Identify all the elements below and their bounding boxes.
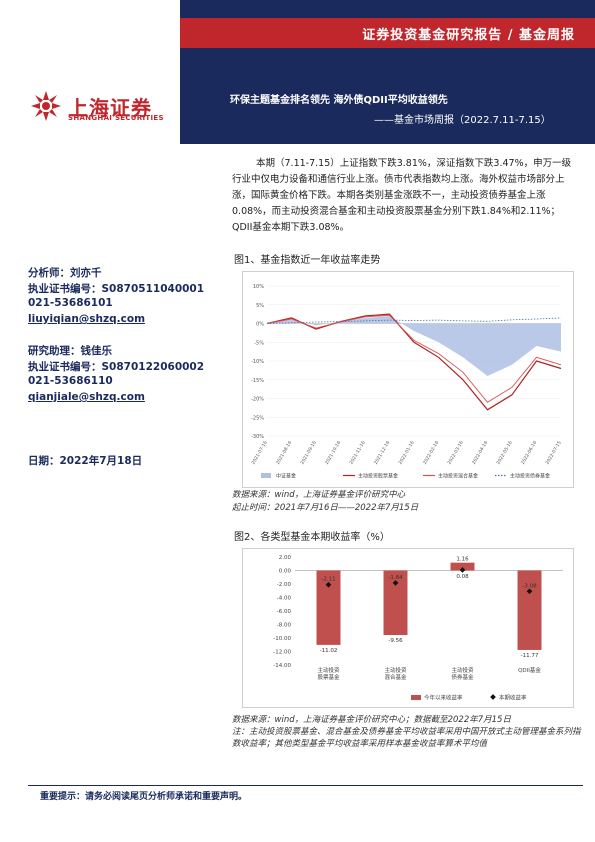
analyst-cert: 执业证书编号：S0870511040001 (28, 283, 205, 295)
legend-label: 主动投资混合基金 (438, 473, 478, 480)
footer-disclaimer: 重要提示：请务必阅读尾页分析师承诺和重要声明。 (40, 792, 248, 802)
y-tick-label: -15% (251, 378, 264, 384)
legend-swatch (261, 473, 271, 478)
marker-value-label: -2.11 (321, 577, 335, 583)
category-label: 股票基金 (317, 673, 340, 681)
assistant-phone: 021-53686110 (28, 375, 113, 387)
x-tick-label: 2021-10-16 (324, 440, 342, 466)
bar-value-label: -9.56 (388, 638, 403, 644)
x-tick-label: 2021-12-16 (373, 440, 391, 466)
report-title: 环保主题基金排名领先 海外债QDII平均收益领先 (230, 95, 448, 106)
header-title-band (180, 48, 595, 144)
y-tick-label: -4.00 (277, 596, 292, 602)
header-category-bar: 证券投资基金研究报告 / 基金周报 (180, 18, 595, 48)
x-tick-label: 2021-09-16 (299, 440, 317, 466)
y-tick-label: -6.00 (277, 609, 292, 615)
footer-divider (28, 785, 583, 786)
legend-label: 中证基金 (276, 473, 296, 480)
bar-value-label: 1.16 (456, 557, 469, 563)
bar-value-label: -11.02 (320, 648, 338, 654)
x-tick-label: 2022-04-16 (471, 440, 489, 466)
marker-week (526, 588, 533, 595)
bar-ytd (517, 570, 542, 650)
x-tick-label: 2022-02-16 (422, 440, 440, 466)
company-logo-name: 上海证券 (68, 96, 152, 120)
fund-index-line-chart: 10% 5% 0% -5% -10% -15% -20% -25% -30% 2021-07-1… (242, 271, 574, 488)
category-label: 主动投资 (384, 666, 407, 674)
legend-label: 主动投资债券基金 (510, 473, 550, 480)
series-line-2 (266, 314, 562, 403)
assistant-cert: 执业证书编号：S0870122060002 (28, 361, 205, 373)
y-tick-label: -10% (251, 359, 264, 365)
y-tick-label: 5% (256, 303, 264, 309)
bar-ytd (450, 562, 475, 571)
analyst-name: 分析师：刘亦千 (28, 267, 102, 279)
y-tick-label: 10% (253, 284, 264, 290)
category-label: 债券基金 (451, 673, 474, 681)
legend-label: 本期收益率 (499, 694, 527, 702)
y-tick-label: -14.00 (273, 663, 291, 669)
figure1-source: 数据来源：wind，上海证券基金评价研究中心 (232, 490, 406, 500)
category-label: 混合基金 (384, 673, 407, 681)
header-top-bar (180, 0, 595, 18)
figure2-title: 图2、各类型基金本期收益率（%） (234, 532, 390, 543)
fund-return-bar-chart: 2.00 0.00 -2.00 -4.00 -6.00 -8.00 -10.00 -12.00… (242, 548, 574, 708)
x-tick-label: 2022-06-16 (520, 440, 538, 466)
y-tick-label: 0.00 (279, 569, 292, 575)
company-logo-icon (31, 91, 61, 121)
x-tick-label: 2021-08-16 (275, 440, 293, 466)
figure1-title: 图1、基金指数近一年收益率走势 (234, 255, 381, 266)
report-category: 证券投资基金研究报告 / 基金周报 (362, 28, 575, 43)
header-logo-band (0, 48, 180, 144)
figure2-source: 数据来源：wind，上海证券基金评价研究中心；数据截至2022年7月15日 (232, 715, 511, 725)
bar-value-label: -11.77 (521, 653, 539, 659)
x-tick-label: 2022-01-16 (397, 440, 415, 466)
series-line-3 (266, 317, 562, 324)
company-logo-english: SHANGHAI SECURITIES (68, 114, 164, 122)
y-tick-label: 0% (256, 322, 264, 328)
series-area-0 (267, 316, 561, 376)
summary-paragraph: 本期（7.11-7.15）上证指数下跌3.81%，深证指数下跌3.47%，申万一… (232, 158, 572, 233)
y-tick-label: -12.00 (273, 650, 291, 656)
x-tick-label: 2021-11-16 (348, 440, 366, 466)
analyst-email-link[interactable]: liuyiqian@shzq.com (28, 313, 146, 325)
legend-swatch-week (490, 694, 496, 700)
marker-value-label: -1.84 (388, 575, 403, 581)
category-label: QDII基金 (518, 666, 541, 674)
x-tick-label: 2022-03-16 (446, 440, 464, 466)
y-tick-label: -10.00 (273, 636, 291, 642)
y-tick-label: -2.00 (277, 582, 292, 588)
assistant-name: 研究助理：钱佳乐 (28, 345, 112, 357)
y-tick-label: -8.00 (277, 623, 292, 629)
x-tick-label: 2021-07-16 (250, 440, 268, 466)
y-tick-label: -20% (251, 397, 264, 403)
marker-value-label: 0.08 (456, 574, 469, 580)
legend-label: 主动投资股票基金 (358, 473, 398, 480)
y-tick-label: 2.00 (279, 555, 292, 561)
legend-label: 今年以来收益率 (424, 694, 463, 702)
figure1-period: 起止时间：2021年7月16日——2022年7月15日 (232, 503, 419, 513)
y-tick-label: -25% (251, 415, 264, 421)
analyst-phone: 021-53686101 (28, 297, 113, 309)
category-label: 主动投资 (451, 666, 474, 674)
marker-value-label: -3.08 (522, 583, 537, 589)
series-line-1 (266, 313, 562, 411)
x-tick-label: 2022-05-16 (495, 440, 513, 466)
assistant-email-link[interactable]: qianjiale@shzq.com (28, 391, 145, 403)
y-tick-label: -5% (254, 340, 264, 346)
legend-swatch-ytd (411, 695, 421, 700)
category-label: 主动投资 (317, 666, 340, 674)
x-tick-label: 2022-07-15 (544, 440, 562, 466)
report-subtitle: ——基金市场周报（2022.7.11-7.15） (374, 115, 551, 126)
report-date: 日期：2022年7月18日 (28, 455, 143, 467)
figure2-note: 注：主动投资股票基金、混合基金及债券基金平均收益率采用中国开放式主动管理基金系列… (232, 727, 581, 749)
y-tick-label: -30% (251, 434, 264, 440)
